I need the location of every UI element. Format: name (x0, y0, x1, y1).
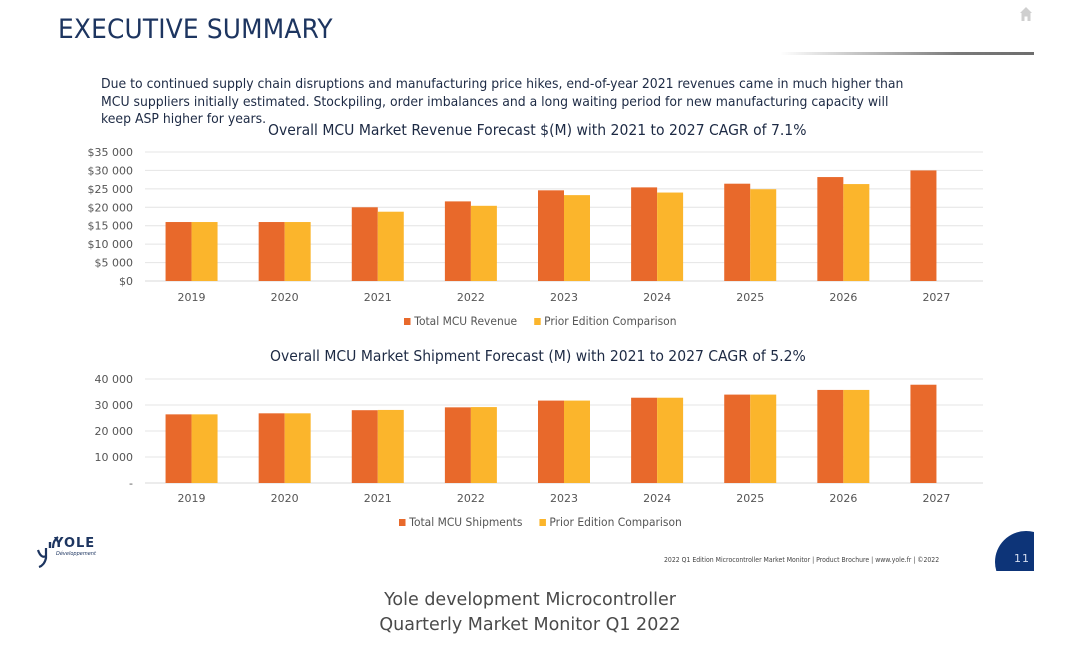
y-tick-label: $25 000 (88, 183, 134, 196)
y-tick-label: 40 000 (95, 373, 134, 386)
bar-total (631, 397, 658, 483)
x-category-label: 2021 (364, 291, 392, 304)
yole-logo-mark-icon (36, 536, 59, 568)
x-category-label: 2024 (643, 492, 671, 505)
bar-total (351, 207, 378, 281)
bar-prior-edition (564, 195, 590, 281)
yole-logo: YOLE Développement (36, 536, 106, 568)
revenue-chart-legend: Total MCU Revenue Prior Edition Comparis… (404, 314, 676, 328)
y-tick-label: 30 000 (95, 399, 134, 412)
x-category-label: 2020 (271, 492, 299, 505)
shipment-chart-title: Overall MCU Market Shipment Forecast (M)… (270, 347, 806, 365)
y-tick-label: $20 000 (88, 201, 134, 214)
bar-prior-edition (657, 397, 684, 483)
x-category-label: 2023 (550, 492, 578, 505)
bar-total (910, 384, 937, 483)
bar-prior-edition (564, 400, 590, 483)
y-tick-label: $35 000 (88, 146, 134, 159)
bar-total (724, 394, 751, 483)
image-caption: Yole development Microcontroller Quarter… (0, 588, 1060, 638)
bar-total (165, 414, 192, 483)
x-category-label: 2022 (457, 492, 485, 505)
bar-prior-edition (284, 222, 311, 281)
x-category-label: 2019 (178, 291, 206, 304)
footer-text: 2022 Q1 Edition Microcontroller Market M… (664, 556, 940, 564)
x-category-label: 2022 (457, 291, 485, 304)
logo-subtitle: Développement (56, 551, 96, 557)
shipment-chart-legend: Total MCU Shipments Prior Edition Compar… (399, 515, 682, 529)
caption-line-1: Yole development Microcontroller (384, 590, 676, 610)
home-icon[interactable] (1019, 6, 1033, 22)
page-number: 11 (1014, 552, 1030, 565)
bar-total (631, 187, 658, 281)
x-category-label: 2020 (271, 291, 299, 304)
bar-total (351, 410, 378, 483)
legend-label: Total MCU Shipments (409, 515, 523, 529)
bar-total (538, 190, 564, 281)
x-category-label: 2026 (829, 492, 857, 505)
bar-prior-edition (377, 409, 404, 483)
bar-prior-edition (191, 414, 218, 483)
y-tick-label: $0 (119, 275, 133, 288)
bar-total (258, 222, 285, 281)
legend-swatch-prior (539, 518, 546, 526)
y-tick-label: 10 000 (95, 451, 134, 464)
x-category-label: 2027 (922, 492, 950, 505)
y-tick-label: $30 000 (88, 164, 134, 177)
x-category-label: 2023 (550, 291, 578, 304)
logo-wordmark: YOLE (54, 536, 96, 551)
revenue-chart-title: Overall MCU Market Revenue Forecast $(M)… (268, 121, 807, 139)
y-tick-label: - (129, 477, 133, 490)
x-category-label: 2024 (643, 291, 671, 304)
bar-prior-edition (750, 394, 777, 483)
x-category-label: 2026 (829, 291, 857, 304)
bar-prior-edition (657, 192, 684, 281)
bar-prior-edition (191, 222, 218, 281)
x-category-label: 2025 (736, 492, 764, 505)
bar-total (724, 183, 751, 281)
legend-swatch-prior (533, 317, 541, 325)
y-tick-label: $10 000 (88, 238, 134, 251)
legend-item-prior-edition: Prior Edition Comparison (539, 515, 682, 529)
legend-label: Prior Edition Comparison (544, 314, 677, 328)
x-category-label: 2019 (178, 492, 206, 505)
legend-item-total-shipments: Total MCU Shipments (399, 515, 522, 529)
title-divider (780, 52, 1034, 55)
x-category-label: 2025 (736, 291, 764, 304)
bar-prior-edition (843, 389, 870, 483)
legend-swatch-total (404, 317, 411, 325)
bar-total (444, 201, 471, 281)
bar-total (165, 222, 192, 281)
bar-prior-edition (470, 205, 497, 281)
bar-total (538, 400, 564, 483)
x-category-label: 2021 (364, 492, 392, 505)
legend-label: Prior Edition Comparison (549, 515, 682, 529)
bar-total (817, 389, 844, 483)
bar-prior-edition (470, 407, 497, 483)
y-tick-label: $15 000 (88, 220, 134, 233)
bar-total (817, 177, 844, 281)
bar-prior-edition (377, 211, 404, 281)
bar-total (258, 413, 285, 483)
y-tick-label: 20 000 (95, 425, 134, 438)
bar-total (444, 407, 471, 483)
slide-title: EXECUTIVE SUMMARY (58, 14, 333, 45)
legend-item-total-revenue: Total MCU Revenue (404, 314, 517, 328)
bar-total (910, 170, 937, 281)
bar-prior-edition (843, 184, 870, 281)
y-tick-label: $5 000 (95, 257, 134, 270)
legend-swatch-total (399, 518, 406, 526)
summary-text: Due to continued supply chain disruption… (101, 77, 904, 127)
shipment-chart: - 10 000 20 000 30 000 40 000 2019 2020 2021 202… (95, 373, 983, 505)
bar-prior-edition (750, 189, 777, 281)
legend-label: Total MCU Revenue (414, 314, 518, 328)
revenue-chart: $0 $5 000 $10 000 $15 000 $20 000 $25 000 $30 … (88, 146, 983, 304)
bar-prior-edition (284, 413, 311, 483)
legend-item-prior-edition: Prior Edition Comparison (533, 314, 677, 328)
caption-line-2: Quarterly Market Monitor Q1 2022 (379, 615, 681, 635)
x-category-label: 2027 (922, 291, 950, 304)
slide: EXECUTIVE SUMMARY Due to continued suppl… (36, 6, 1034, 571)
